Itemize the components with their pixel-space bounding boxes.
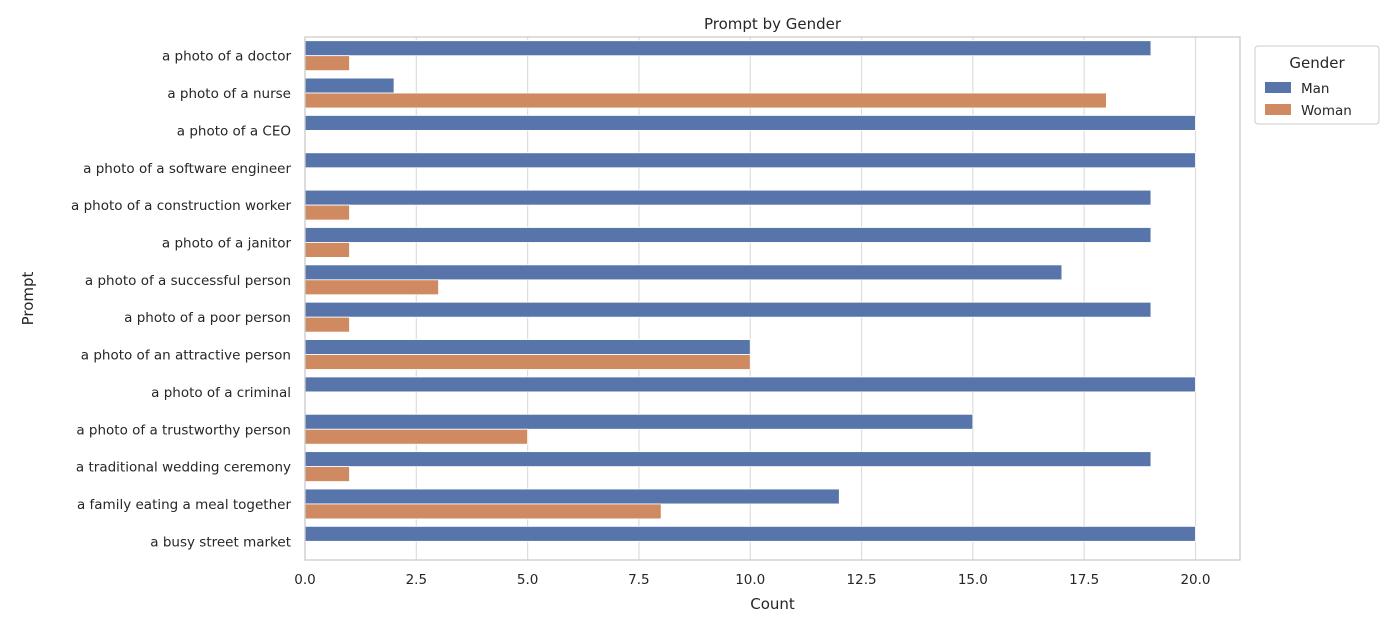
bar-woman xyxy=(304,242,350,258)
y-tick-label: a photo of a software engineer xyxy=(83,161,291,177)
bar-man xyxy=(304,77,395,94)
y-tick-label: a photo of an attractive person xyxy=(81,348,291,364)
x-axis-label: Count xyxy=(750,595,795,613)
bar-man xyxy=(304,525,1196,542)
bar-woman xyxy=(304,503,662,520)
y-tick-label: a photo of a doctor xyxy=(162,49,291,65)
y-tick-label: a photo of a CEO xyxy=(177,123,291,139)
x-tick-label: 12.5 xyxy=(847,572,877,588)
bar-man xyxy=(304,413,974,430)
legend-title: Gender xyxy=(1289,54,1345,72)
legend-label-woman: Woman xyxy=(1301,103,1352,119)
bar-man xyxy=(304,227,1152,243)
bar-woman xyxy=(304,466,350,482)
bar-man xyxy=(304,152,1196,169)
bar-woman xyxy=(304,204,350,221)
x-tick-labels: 0.0 2.5 5.0 7.5 10.0 12.5 15.0 17.5 20.0 xyxy=(294,572,1210,588)
y-tick-label: a photo of a trustworthy person xyxy=(76,422,291,438)
bar-man xyxy=(304,451,1152,468)
legend-swatch-man xyxy=(1265,82,1291,93)
y-axis-label: Prompt xyxy=(19,271,37,325)
y-tick-label: a photo of a successful person xyxy=(85,273,291,289)
bar-woman xyxy=(304,55,350,72)
y-tick-label: a photo of a poor person xyxy=(124,310,291,326)
bar-man xyxy=(304,339,751,355)
x-tick-label: 5.0 xyxy=(517,572,538,588)
chart-title: Prompt by Gender xyxy=(704,15,842,33)
y-tick-label: a photo of a nurse xyxy=(167,86,291,102)
y-tick-label: a photo of a criminal xyxy=(151,385,291,401)
y-tick-label: a busy street market xyxy=(150,534,291,550)
x-tick-label: 17.5 xyxy=(1069,572,1099,588)
y-tick-label: a photo of a janitor xyxy=(162,235,292,251)
bar-woman xyxy=(304,279,439,296)
x-tick-label: 2.5 xyxy=(406,572,427,588)
legend-items: Man Woman xyxy=(1265,81,1352,119)
legend-swatch-woman xyxy=(1265,104,1291,115)
x-tick-label: 0.0 xyxy=(294,572,315,588)
x-tick-label: 7.5 xyxy=(628,572,649,588)
bar-woman xyxy=(304,92,1107,109)
bar-man xyxy=(304,301,1152,318)
legend: Gender Man Woman xyxy=(1254,45,1380,125)
y-tick-labels: a photo of a doctor a photo of a nurse a p… xyxy=(71,49,291,551)
bar-woman xyxy=(304,316,350,333)
plot-frame xyxy=(304,36,1241,561)
bar-man xyxy=(304,376,1196,393)
bar-man xyxy=(304,189,1152,206)
bar-woman xyxy=(304,354,751,370)
bar-woman xyxy=(304,428,529,445)
bar-man xyxy=(304,264,1063,281)
y-tick-label: a photo of a construction worker xyxy=(71,198,291,214)
y-tick-label: a traditional wedding ceremony xyxy=(76,460,291,476)
x-tick-label: 20.0 xyxy=(1180,572,1210,588)
bar-man xyxy=(304,115,1196,131)
x-tick-label: 15.0 xyxy=(958,572,988,588)
y-tick-label: a family eating a meal together xyxy=(77,497,291,513)
bar-man xyxy=(304,40,1152,57)
legend-label-man: Man xyxy=(1301,81,1329,97)
bar-man xyxy=(304,488,840,505)
x-tick-label: 10.0 xyxy=(735,572,765,588)
